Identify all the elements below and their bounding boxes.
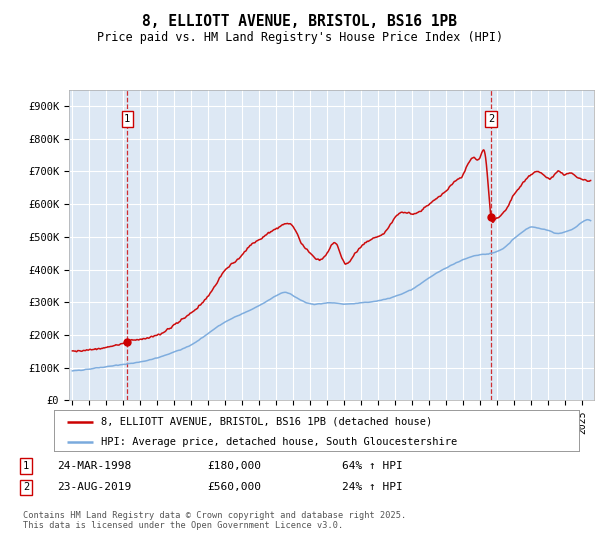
Text: Price paid vs. HM Land Registry's House Price Index (HPI): Price paid vs. HM Land Registry's House …	[97, 31, 503, 44]
Text: £560,000: £560,000	[207, 482, 261, 492]
Text: 24-MAR-1998: 24-MAR-1998	[57, 461, 131, 471]
Text: Contains HM Land Registry data © Crown copyright and database right 2025.
This d: Contains HM Land Registry data © Crown c…	[23, 511, 406, 530]
Text: 2: 2	[23, 482, 29, 492]
Text: 8, ELLIOTT AVENUE, BRISTOL, BS16 1PB: 8, ELLIOTT AVENUE, BRISTOL, BS16 1PB	[143, 14, 458, 29]
Text: £180,000: £180,000	[207, 461, 261, 471]
Text: 23-AUG-2019: 23-AUG-2019	[57, 482, 131, 492]
Text: 1: 1	[124, 114, 130, 124]
Text: 2: 2	[488, 114, 494, 124]
Text: 1: 1	[23, 461, 29, 471]
Text: 24% ↑ HPI: 24% ↑ HPI	[342, 482, 403, 492]
Text: 8, ELLIOTT AVENUE, BRISTOL, BS16 1PB (detached house): 8, ELLIOTT AVENUE, BRISTOL, BS16 1PB (de…	[101, 417, 433, 427]
Text: HPI: Average price, detached house, South Gloucestershire: HPI: Average price, detached house, Sout…	[101, 437, 458, 447]
Text: 64% ↑ HPI: 64% ↑ HPI	[342, 461, 403, 471]
